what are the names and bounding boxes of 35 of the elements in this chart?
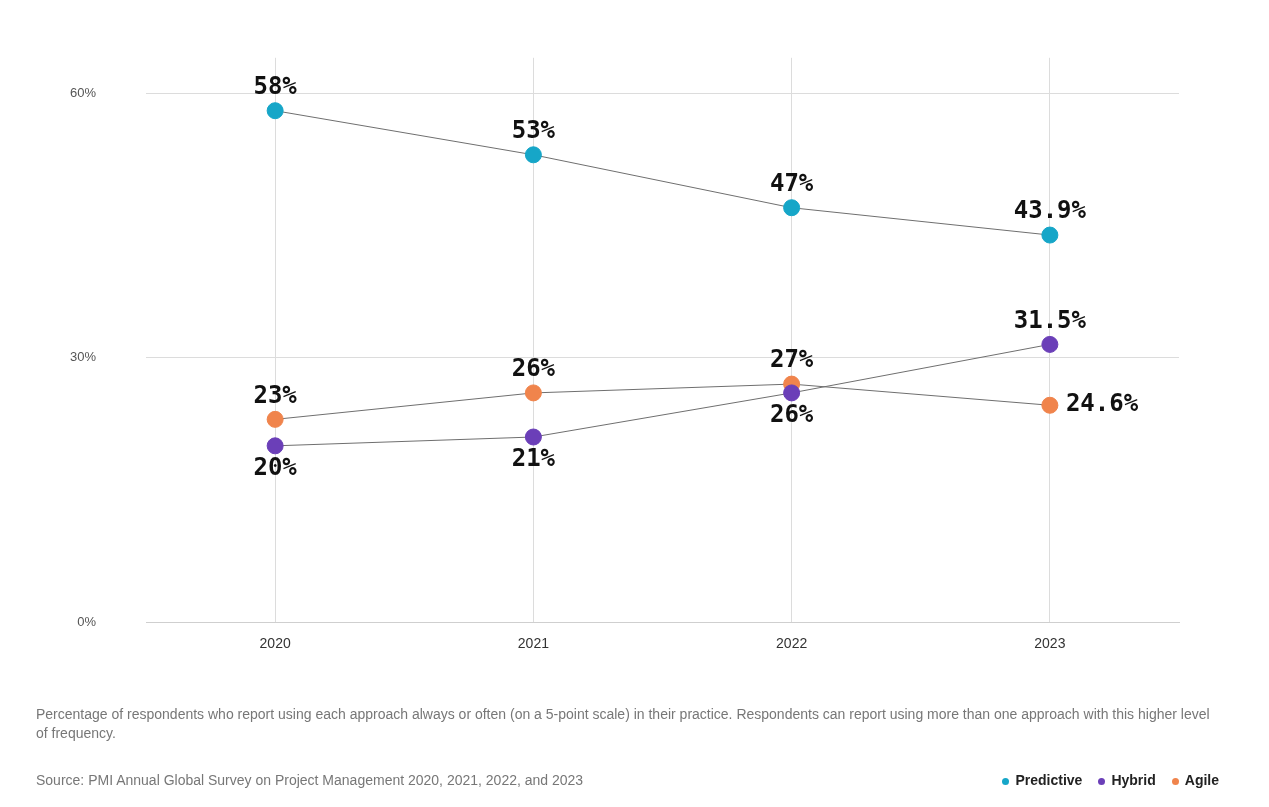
point xyxy=(783,384,801,402)
source-note: Source: PMI Annual Global Survey on Project Management 2020, 2021, 2022, and 2023 xyxy=(36,772,584,788)
x-tick-label: 2022 xyxy=(776,635,808,652)
y-tick-label: 30% xyxy=(69,349,97,365)
point xyxy=(783,199,801,217)
legend-label: Agile xyxy=(1183,772,1219,788)
y-tick-label: 60% xyxy=(69,84,97,100)
x-tick-label: 2020 xyxy=(259,635,291,652)
x-tick-label: 2023 xyxy=(1034,635,1066,652)
point xyxy=(524,146,542,164)
text: Percentage of respondents who report using each approach always or often (on a 5-point scale) in their practice. Respondents can report using more than one approach with this higher level of frequency. xyxy=(36,705,1211,743)
point xyxy=(1041,226,1059,244)
point xyxy=(1041,335,1059,353)
data-label: 21% xyxy=(511,444,556,473)
legend-label: Predictive xyxy=(1014,772,1083,788)
point xyxy=(1041,396,1059,414)
point xyxy=(524,384,542,402)
data-label: 27% xyxy=(769,345,814,374)
point xyxy=(266,410,284,428)
y-tick-label: 0% xyxy=(77,613,97,629)
point xyxy=(266,102,284,120)
data-label: 53% xyxy=(511,116,556,145)
data-label: 58% xyxy=(253,71,298,100)
data-label: 20% xyxy=(253,453,298,482)
data-label: 24.6% xyxy=(1065,389,1139,418)
point xyxy=(524,428,542,446)
data-label: 26% xyxy=(511,354,556,383)
data-label: 26% xyxy=(769,400,814,429)
data-label: 31.5% xyxy=(1013,305,1087,334)
data-label: 47% xyxy=(769,168,814,197)
data-label: 43.9% xyxy=(1013,196,1087,225)
point xyxy=(266,437,284,455)
data-label: 23% xyxy=(253,380,298,409)
legend-label: Hybrid xyxy=(1110,772,1156,788)
x-tick-label: 2021 xyxy=(517,635,550,652)
